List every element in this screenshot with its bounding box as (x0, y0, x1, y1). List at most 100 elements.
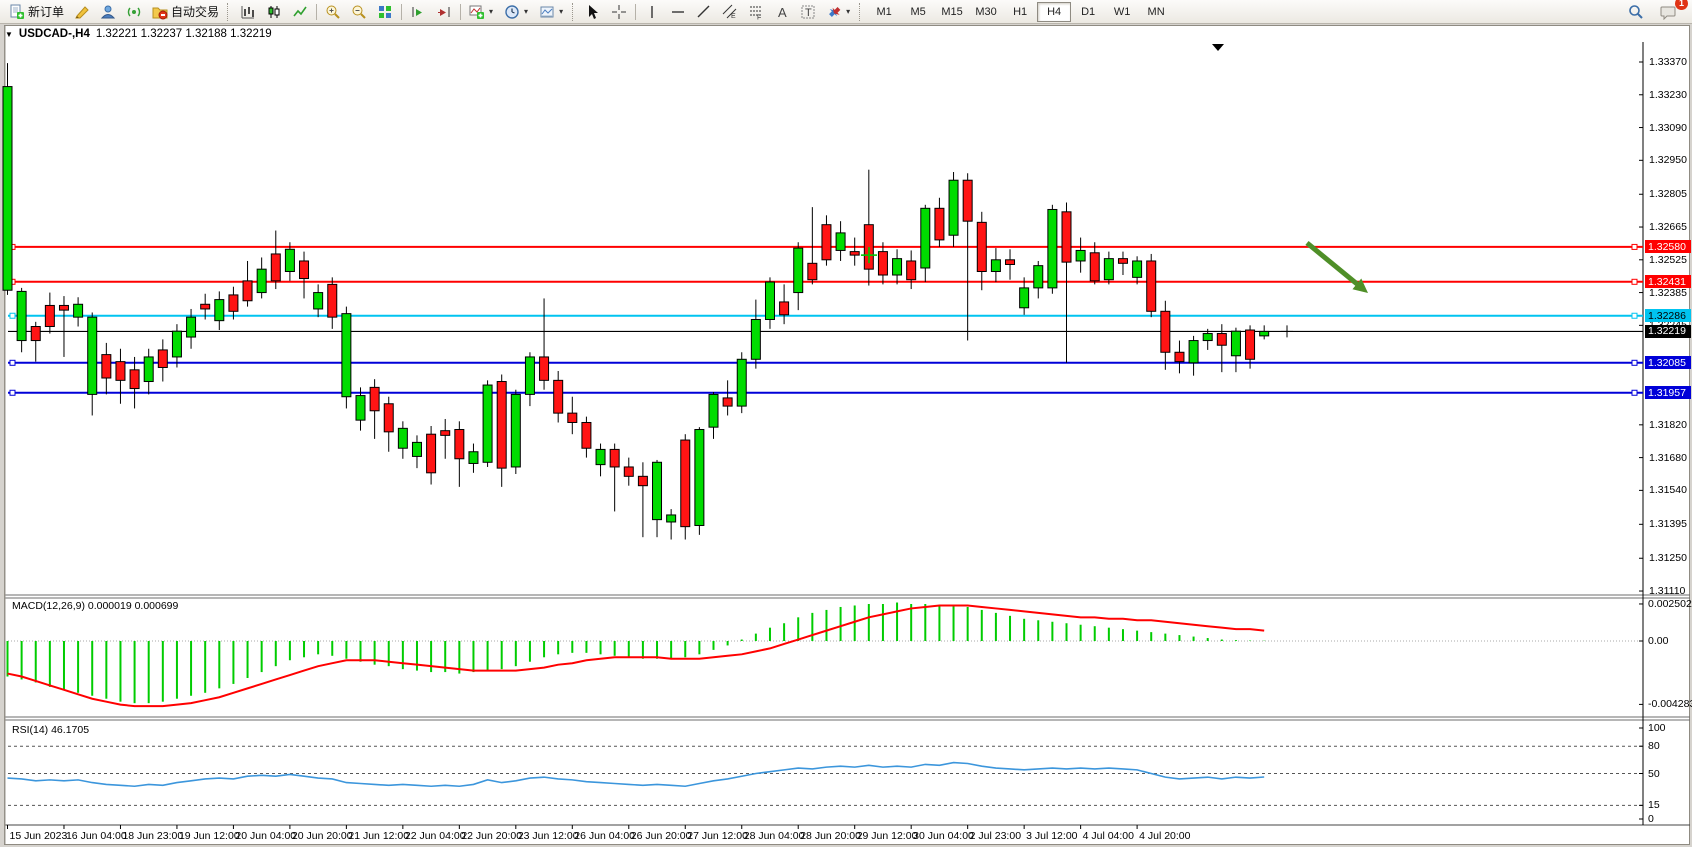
time-tick-label: 19 Jun 12:00 (178, 830, 240, 842)
candle-bear (553, 379, 564, 414)
candle-bull (736, 358, 747, 407)
candle-bear (539, 356, 550, 381)
text-tool-button[interactable]: A (769, 1, 795, 23)
indicators-button[interactable]: ▾ (464, 1, 499, 23)
candle-bull (764, 281, 775, 320)
new-order-button[interactable]: 新订单 (4, 1, 69, 23)
rsi-tick-label: 0 (1648, 813, 1654, 825)
auto-trading-button[interactable]: 自动交易 (147, 1, 224, 23)
macd-tick-label: 0.002502 (1648, 597, 1692, 610)
candle-bull (87, 316, 98, 395)
auto-scroll-icon (412, 6, 423, 17)
price-tick-label: 1.32950 (1649, 154, 1687, 167)
candlestick-chart-type-button[interactable] (261, 1, 287, 23)
timeframe-button-w1[interactable]: W1 (1113, 5, 1131, 18)
price-level-badge: 1.32286 (1645, 309, 1691, 323)
candle-bull (948, 179, 959, 236)
time-tick-label: 4 Jul 20:00 (1139, 830, 1191, 842)
line-chart-type-button[interactable] (287, 1, 313, 23)
periods-button[interactable]: ▾ (499, 1, 534, 23)
candle-bear (157, 349, 168, 368)
clock-icon (505, 4, 519, 19)
candle-bear (1160, 310, 1171, 353)
horizontal-line-tool-button[interactable] (665, 1, 691, 23)
chart-symbol-period: USDCAD-,H4 (18, 28, 90, 40)
arrows-tool-button[interactable]: ▾ (821, 1, 856, 23)
candle-bear (623, 466, 634, 477)
zoom-in-button[interactable] (320, 1, 346, 23)
timeframe-button-m5[interactable]: M5 (910, 5, 926, 18)
periods-dropdown-caret[interactable]: ▾ (524, 7, 529, 16)
chat-bubble-icon (1660, 6, 1676, 20)
text-label-icon: T (801, 5, 815, 19)
timeframe-button-m30[interactable]: M30 (975, 5, 997, 18)
macd-indicator-label: MACD(12,26,9) 0.000019 0.000699 (12, 600, 179, 612)
trendline-icon (697, 5, 710, 17)
rsi-tick-label: 80 (1648, 740, 1660, 753)
arrows-dropdown-caret[interactable]: ▾ (846, 7, 851, 16)
crosshair-tool-button[interactable] (606, 1, 632, 23)
candle-bear (722, 397, 733, 407)
timeframe-button-m1[interactable]: M1 (876, 5, 892, 18)
fibonacci-tool-button[interactable]: F (743, 1, 769, 23)
candle-bull (1047, 208, 1058, 289)
navigator-button[interactable] (95, 1, 121, 23)
zoom-out-icon (352, 5, 366, 19)
candle-bull (143, 356, 154, 383)
signals-button[interactable] (121, 1, 147, 23)
chart-shift-button[interactable] (431, 1, 457, 23)
template-icon (540, 6, 554, 17)
candle-bear (962, 179, 973, 222)
candle-bull (835, 232, 846, 251)
time-tick-label: 21 Jun 12:00 (348, 830, 410, 842)
line-handle (9, 389, 16, 396)
time-tick-label: 23 Jun 12:00 (517, 830, 579, 842)
cursor-tool-button[interactable] (580, 1, 606, 23)
candlestick-chart-icon (268, 5, 280, 18)
candle-bear (906, 260, 917, 281)
metaeditor-button[interactable] (69, 1, 95, 23)
auto-scroll-button[interactable] (405, 1, 431, 23)
toolbar-grip (859, 2, 864, 21)
candle-bull (2, 86, 13, 291)
candle-bull (1230, 330, 1241, 357)
rsi-tick-label: 100 (1648, 722, 1666, 734)
timeframe-button-h1[interactable]: H1 (1013, 5, 1028, 18)
chart-menu-caret-icon[interactable]: ▼ (5, 29, 13, 39)
trendline-tool-button[interactable] (691, 1, 717, 23)
templates-dropdown-caret[interactable]: ▾ (559, 7, 564, 16)
rsi-tick-label: 15 (1648, 799, 1660, 812)
toolbar-right-group: 1 (1623, 0, 1688, 23)
toolbar-separator (401, 3, 403, 20)
timeframe-button-d1[interactable]: D1 (1081, 5, 1096, 18)
timeframe-button-h4[interactable]: H4 (1037, 1, 1072, 22)
candle-bear (101, 354, 112, 379)
price-tick-label: 1.32665 (1649, 221, 1687, 234)
zoom-out-button[interactable] (346, 1, 372, 23)
candle-bull (411, 441, 422, 457)
candle-bull (256, 268, 267, 294)
chart-title-row: ▼ USDCAD-,H4 1.32221 1.32237 1.32188 1.3… (5, 27, 272, 41)
search-button[interactable] (1623, 1, 1649, 23)
candle-bull (214, 299, 225, 322)
vertical-line-tool-button[interactable] (639, 1, 665, 23)
timeframe-button-m15[interactable]: M15 (941, 5, 963, 18)
notifications-button[interactable]: 1 (1655, 0, 1688, 23)
timeframe-button-mn[interactable]: MN (1147, 5, 1165, 18)
chart-shift-icon (438, 6, 450, 17)
bar-chart-type-button[interactable] (235, 1, 261, 23)
chart-window[interactable] (4, 25, 1690, 845)
time-tick-label: 15 Jun 2023 (9, 830, 68, 842)
candle-bear (44, 304, 55, 328)
tile-windows-button[interactable] (372, 1, 398, 23)
channel-tool-button[interactable]: E (717, 1, 743, 23)
templates-button[interactable]: ▾ (534, 1, 569, 23)
candle-bull (1132, 260, 1143, 278)
candle-bull (595, 448, 606, 466)
candle-bull (666, 514, 677, 523)
indicators-dropdown-caret[interactable]: ▾ (489, 7, 494, 16)
text-label-tool-button[interactable]: T (795, 1, 821, 23)
candle-bear (426, 433, 437, 474)
toolbar-separator (460, 3, 462, 20)
